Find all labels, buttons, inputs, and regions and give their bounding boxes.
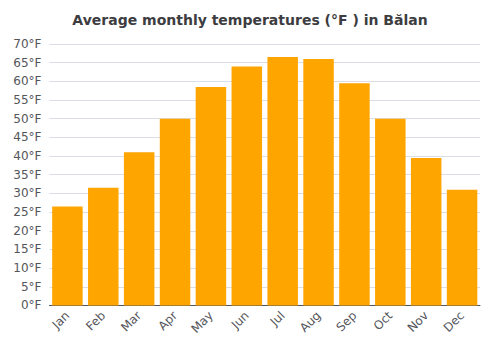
svg-text:40°F: 40°F — [13, 149, 41, 163]
svg-text:May: May — [188, 309, 215, 336]
svg-text:Jul: Jul — [267, 309, 288, 330]
svg-text:25°F: 25°F — [13, 205, 41, 219]
svg-text:65°F: 65°F — [13, 56, 41, 70]
svg-text:50°F: 50°F — [13, 112, 41, 126]
svg-text:Average monthly temperatures (: Average monthly temperatures (°F ) in Bă… — [72, 12, 427, 28]
svg-text:55°F: 55°F — [13, 93, 41, 107]
svg-text:Apr: Apr — [155, 308, 180, 333]
svg-text:Jun: Jun — [228, 309, 252, 333]
svg-text:Mar: Mar — [118, 308, 144, 334]
svg-text:Nov: Nov — [405, 309, 431, 335]
svg-text:5°F: 5°F — [21, 280, 42, 294]
svg-text:15°F: 15°F — [13, 242, 41, 256]
svg-text:Feb: Feb — [83, 309, 108, 334]
svg-text:70°F: 70°F — [13, 37, 41, 51]
svg-text:30°F: 30°F — [13, 186, 41, 200]
svg-text:10°F: 10°F — [13, 261, 41, 275]
svg-text:45°F: 45°F — [13, 130, 41, 144]
svg-text:Sep: Sep — [334, 309, 360, 335]
svg-text:20°F: 20°F — [13, 224, 41, 238]
svg-text:Oct: Oct — [371, 308, 396, 333]
svg-text:Jan: Jan — [49, 309, 73, 333]
svg-text:0°F: 0°F — [21, 298, 42, 312]
svg-text:60°F: 60°F — [13, 74, 41, 88]
svg-text:35°F: 35°F — [13, 168, 41, 182]
svg-text:Dec: Dec — [441, 309, 467, 335]
svg-text:Aug: Aug — [297, 309, 323, 335]
